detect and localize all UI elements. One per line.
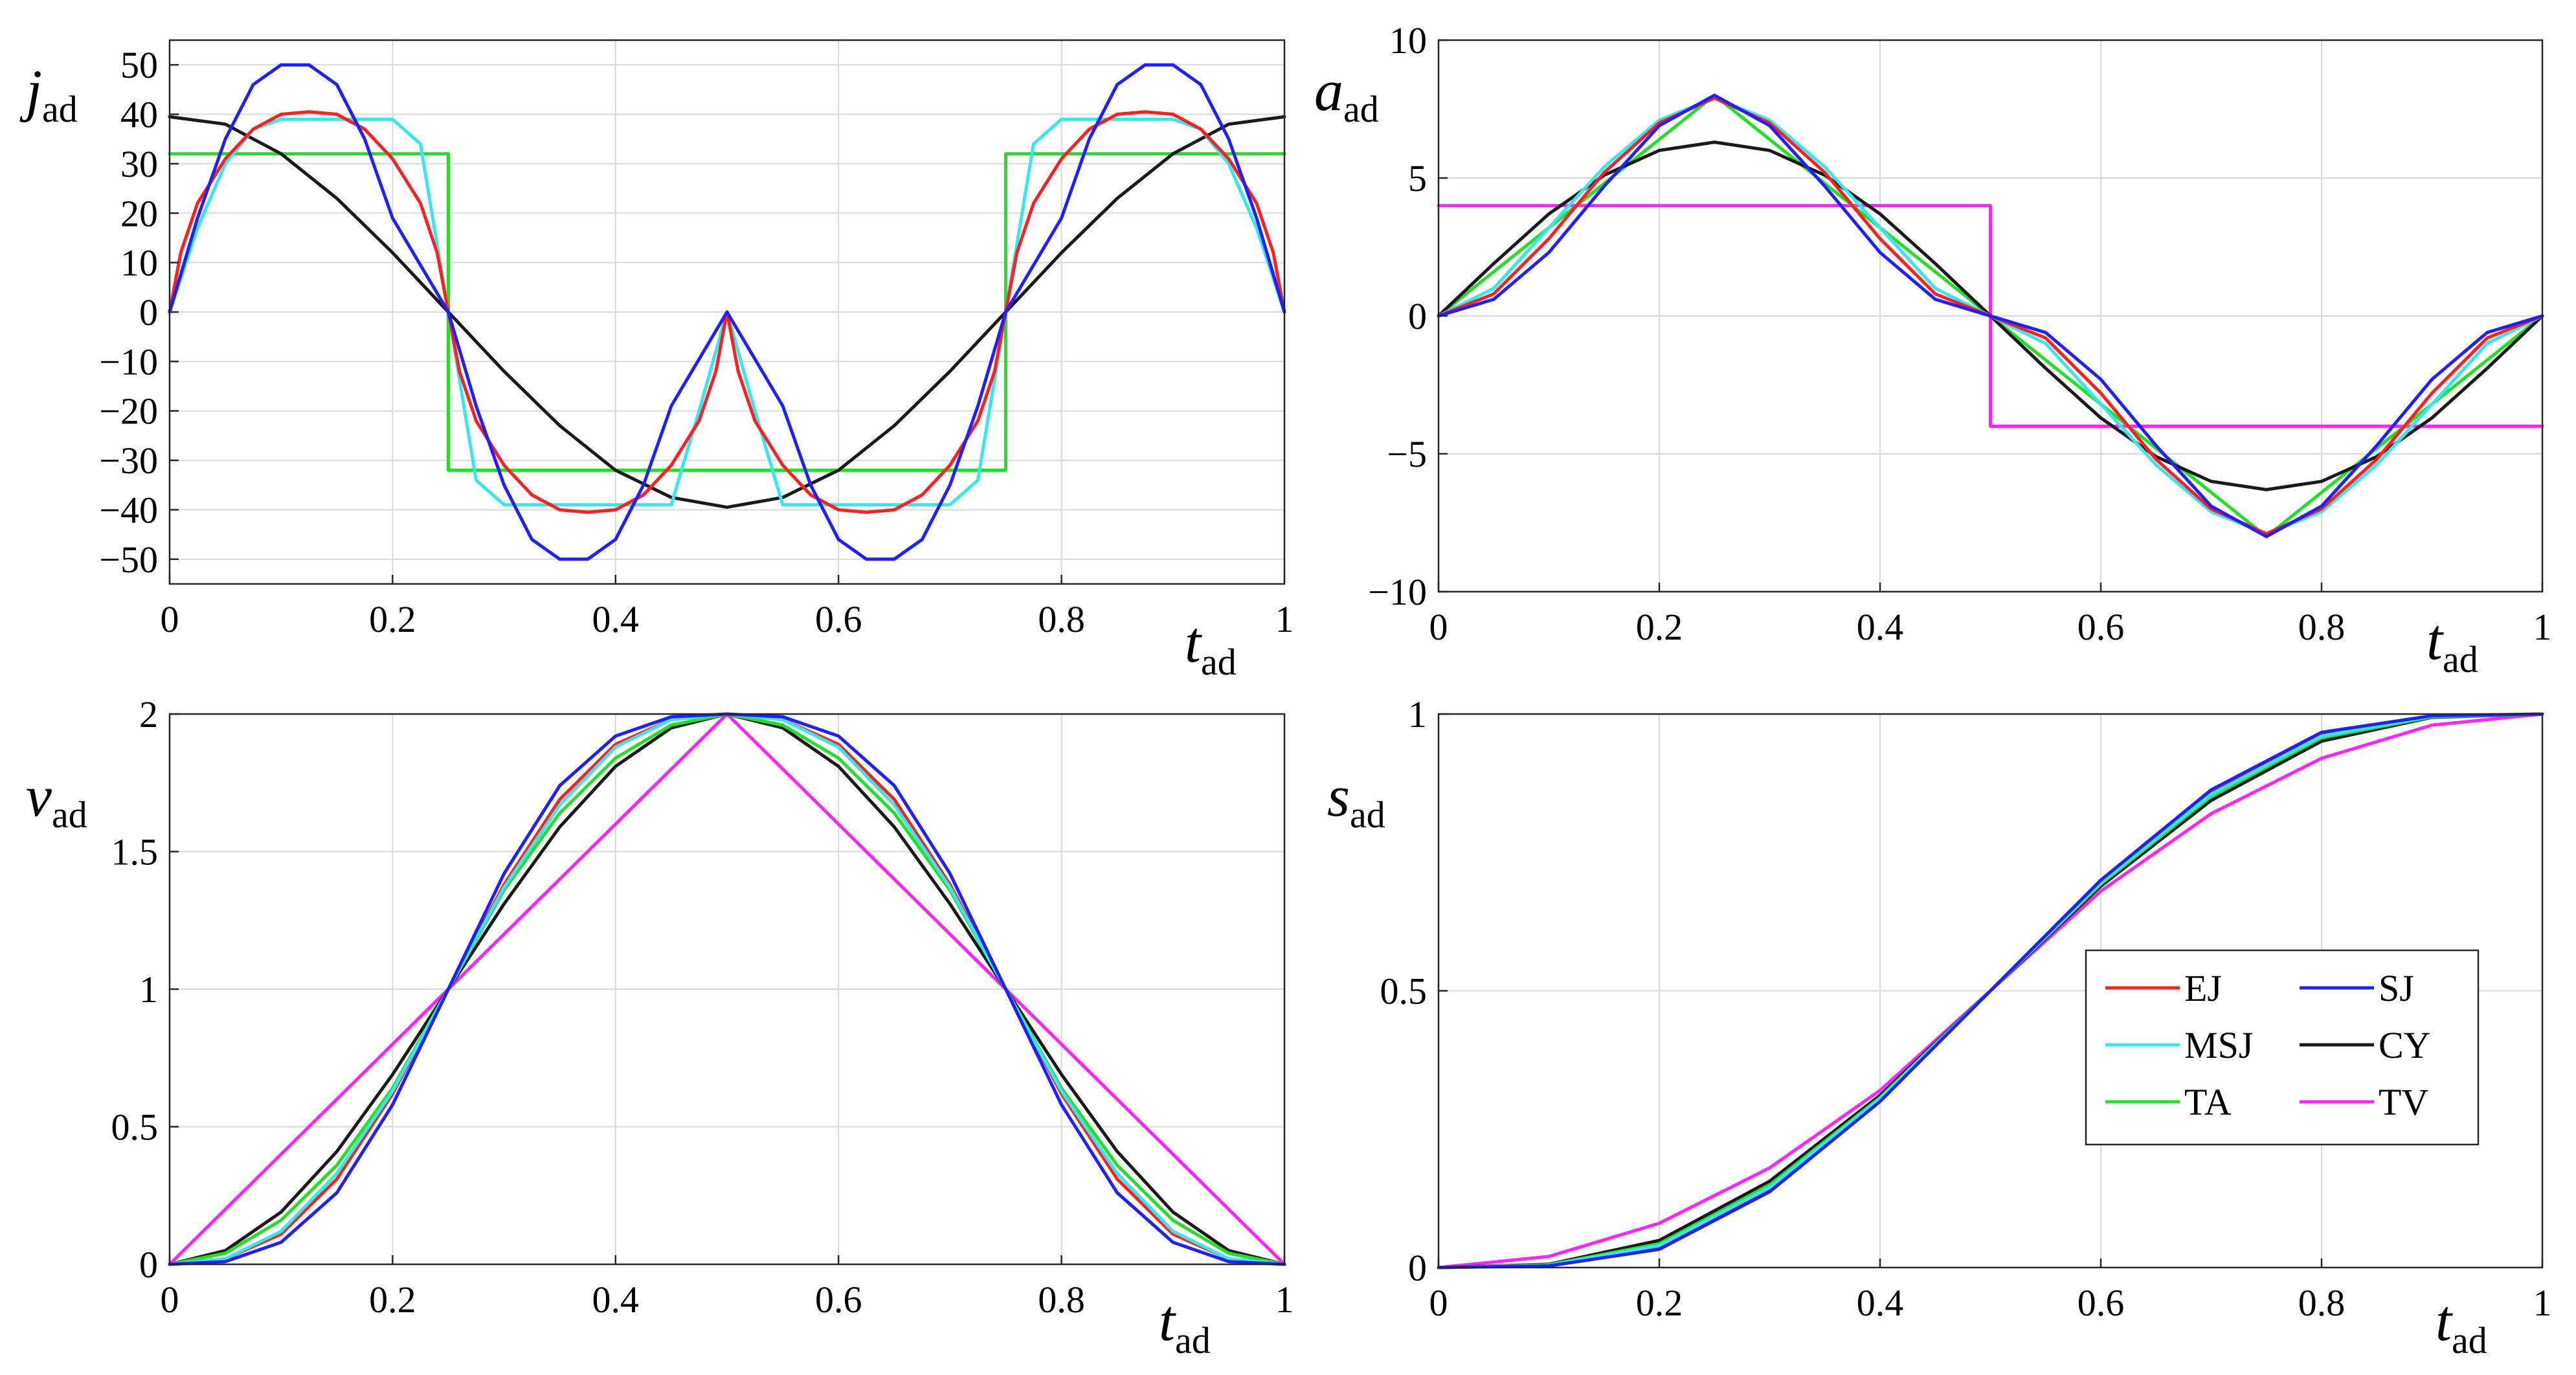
acceleration-ytick-label: −5 — [1387, 433, 1427, 475]
velocity-ytick-label: 2 — [139, 693, 158, 735]
displacement-xtick-label: 1 — [2533, 1282, 2552, 1324]
acceleration-series-group — [1437, 93, 2544, 539]
legend-label-sj: SJ — [2379, 967, 2414, 1009]
jerk-series-sj — [168, 63, 1286, 561]
legend: EJ SJ MSJ CY TA TV — [2085, 949, 2480, 1146]
jerk-ytick-label: −50 — [99, 539, 158, 581]
legend-label-ej: EJ — [2184, 967, 2222, 1009]
acceleration-ylabel: aad — [1314, 59, 1379, 130]
velocity-ytick-label: 0 — [139, 1244, 158, 1286]
jerk-ytick-label: 20 — [120, 192, 158, 234]
velocity-ytick-label: 1.5 — [111, 831, 159, 873]
jerk-xtick-label: 0 — [161, 598, 179, 640]
jerk-ytick-label: −30 — [99, 440, 158, 482]
legend-label-cy: CY — [2379, 1024, 2431, 1066]
jerk-series-group — [168, 63, 1286, 561]
acceleration-xtick-label: 1 — [2533, 606, 2552, 648]
jerk-ytick-label: 30 — [120, 143, 158, 185]
velocity-xtick-label: 0.4 — [592, 1279, 640, 1321]
displacement-ytick-label: 0.5 — [1380, 970, 1428, 1012]
acceleration-ytick-label: −10 — [1368, 571, 1427, 613]
velocity-ytick-label: 1 — [139, 968, 158, 1011]
jerk-ytick-label: 40 — [120, 94, 158, 136]
acceleration-xtick-label: 0.2 — [1636, 606, 1683, 648]
jerk-xtick-label: 1 — [1275, 598, 1294, 640]
displacement-ytick-label: 1 — [1408, 693, 1427, 735]
displacement-xlabel: tad — [2436, 1289, 2487, 1361]
velocity-xtick-label: 0 — [161, 1279, 179, 1321]
acceleration-xlabel: tad — [2426, 608, 2478, 680]
jerk-series-cy — [168, 115, 1286, 509]
jerk-xlabel: tad — [1185, 610, 1237, 683]
velocity-xtick-label: 0.2 — [369, 1279, 416, 1321]
jerk-xtick-label: 0.6 — [815, 598, 862, 640]
displacement-ylabel: sad — [1327, 765, 1385, 836]
acceleration-xtick-label: 0.4 — [1857, 606, 1904, 648]
legend-label-tv: TV — [2379, 1081, 2428, 1123]
acceleration-xtick-label: 0 — [1429, 606, 1448, 648]
legend-label-msj: MSJ — [2184, 1024, 2253, 1066]
displacement-series-group — [1437, 712, 2544, 1269]
velocity-xtick-label: 0.8 — [1038, 1279, 1085, 1321]
jerk-panel: 0 0.2 0.4 0.6 0.8 1 50 40 30 20 10 0 −10 −20 −30 −40 −50… — [19, 39, 1294, 683]
acceleration-xtick-label: 0.8 — [2298, 606, 2346, 648]
acceleration-ytick-label: 5 — [1408, 157, 1427, 199]
displacement-ytick-label: 0 — [1408, 1247, 1427, 1289]
jerk-xtick-label: 0.4 — [592, 598, 640, 640]
legend-label-ta: TA — [2184, 1081, 2232, 1123]
displacement-series-sj — [1437, 712, 2544, 1269]
acceleration-ytick-label: 0 — [1408, 295, 1427, 337]
jerk-series-ta — [168, 152, 1286, 472]
jerk-ytick-label: −10 — [99, 341, 158, 383]
displacement-xtick-label: 0.6 — [2078, 1282, 2125, 1324]
legend-box — [2085, 949, 2480, 1146]
displacement-xtick-label: 0.8 — [2298, 1282, 2346, 1324]
velocity-panel: 0 0.2 0.4 0.6 0.8 1 2 1.5 1 0.5 0 vad tad — [26, 693, 1294, 1361]
acceleration-ytick-label: 10 — [1389, 19, 1427, 61]
jerk-ytick-label: −40 — [99, 489, 158, 531]
displacement-xtick-label: 0.4 — [1857, 1282, 1904, 1324]
jerk-ytick-label: 10 — [120, 242, 158, 284]
jerk-ytick-label: 50 — [120, 44, 158, 86]
jerk-ytick-label: −20 — [99, 390, 158, 432]
jerk-xtick-label: 0.8 — [1038, 598, 1085, 640]
velocity-ytick-label: 0.5 — [111, 1106, 159, 1148]
acceleration-panel: 0 0.2 0.4 0.6 0.8 1 10 5 0 −5 −10 aad tad — [1314, 19, 2552, 680]
displacement-xtick-label: 0.2 — [1636, 1282, 1683, 1324]
velocity-ylabel: vad — [26, 765, 87, 836]
jerk-xtick-label: 0.2 — [369, 598, 416, 640]
acceleration-xtick-label: 0.6 — [2078, 606, 2125, 648]
jerk-ytick-label: 0 — [139, 291, 158, 333]
acceleration-series-sj — [1437, 93, 2544, 539]
displacement-xtick-label: 0 — [1429, 1282, 1448, 1324]
velocity-xtick-label: 1 — [1275, 1279, 1294, 1321]
velocity-xlabel: tad — [1159, 1289, 1211, 1361]
velocity-xtick-label: 0.6 — [815, 1279, 862, 1321]
